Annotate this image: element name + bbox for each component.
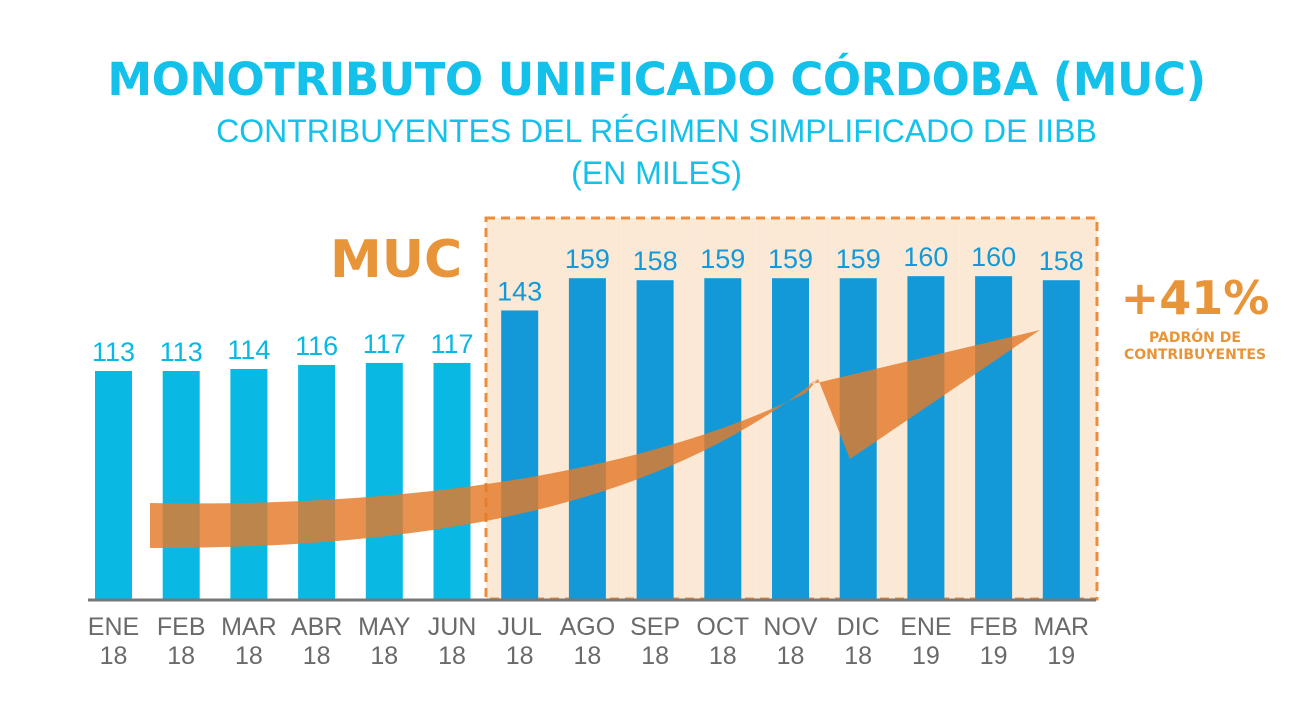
data-label: 159 — [768, 244, 813, 274]
growth-note-line2: CONTRIBUYENTES — [1123, 347, 1267, 363]
growth-note-line1: PADRÓN DE — [1149, 330, 1241, 346]
bar-may-18 — [365, 362, 403, 599]
bar-ene-19 — [907, 276, 945, 599]
bar-ago-18 — [568, 278, 606, 599]
growth-arrow — [150, 330, 1040, 548]
data-label: 158 — [633, 246, 678, 276]
data-label: 159 — [700, 244, 745, 274]
x-tick-label: MAR 18 — [221, 613, 277, 670]
data-label: 117 — [430, 329, 473, 359]
bar-mar-18 — [230, 368, 268, 599]
x-tick-label: DIC 18 — [837, 613, 880, 670]
data-label: 113 — [92, 337, 135, 367]
bar-nov-18 — [772, 278, 809, 599]
x-tick-label: MAR 19 — [1034, 613, 1090, 670]
data-label: 158 — [1039, 246, 1084, 276]
data-label: 143 — [497, 276, 542, 306]
x-tick-label: SEP 18 — [630, 613, 680, 670]
x-tick-label: JUN 18 — [428, 613, 477, 670]
bar-ene-18 — [95, 371, 132, 599]
bar-mar-19 — [1042, 280, 1080, 599]
x-tick-label: MAY 18 — [358, 613, 411, 670]
bar-jun-18 — [433, 362, 471, 599]
x-tick-label: FEB 19 — [969, 613, 1018, 670]
x-tick-label: JUL 18 — [497, 613, 542, 670]
bar-abr-18 — [298, 364, 336, 599]
data-label: 117 — [363, 329, 406, 359]
x-tick-label: FEB 18 — [157, 613, 206, 670]
data-label: 159 — [836, 244, 881, 274]
bar-sep-18 — [636, 280, 674, 599]
data-label: 160 — [903, 242, 948, 272]
data-label: 114 — [227, 335, 270, 365]
bar-feb-19 — [975, 276, 1013, 599]
chart-subtitle-units: (EN MILES) — [571, 155, 742, 191]
x-tick-label: NOV 18 — [763, 613, 818, 670]
x-tick-label: ENE 19 — [900, 613, 951, 670]
x-tick-label: ABR 18 — [291, 613, 342, 670]
data-label: 160 — [971, 242, 1016, 272]
muc-period-label: MUC — [330, 230, 463, 290]
x-tick-label: AGO 18 — [560, 613, 616, 670]
data-label: 116 — [295, 331, 338, 361]
x-tick-label: OCT 18 — [696, 613, 749, 670]
chart-title: MONOTRIBUTO UNIFICADO CÓRDOBA (MUC) — [107, 53, 1206, 106]
chart-subtitle: CONTRIBUYENTES DEL RÉGIMEN SIMPLIFICADO … — [216, 113, 1097, 149]
bar-jul-18 — [501, 310, 539, 599]
growth-percentage: +41% — [1120, 271, 1270, 325]
data-label: 159 — [565, 244, 610, 274]
bar-feb-18 — [162, 371, 200, 599]
data-label: 113 — [160, 337, 203, 367]
growth-note: PADRÓN DE CONTRIBUYENTES — [1100, 330, 1290, 364]
x-tick-label: ENE 18 — [88, 613, 139, 670]
